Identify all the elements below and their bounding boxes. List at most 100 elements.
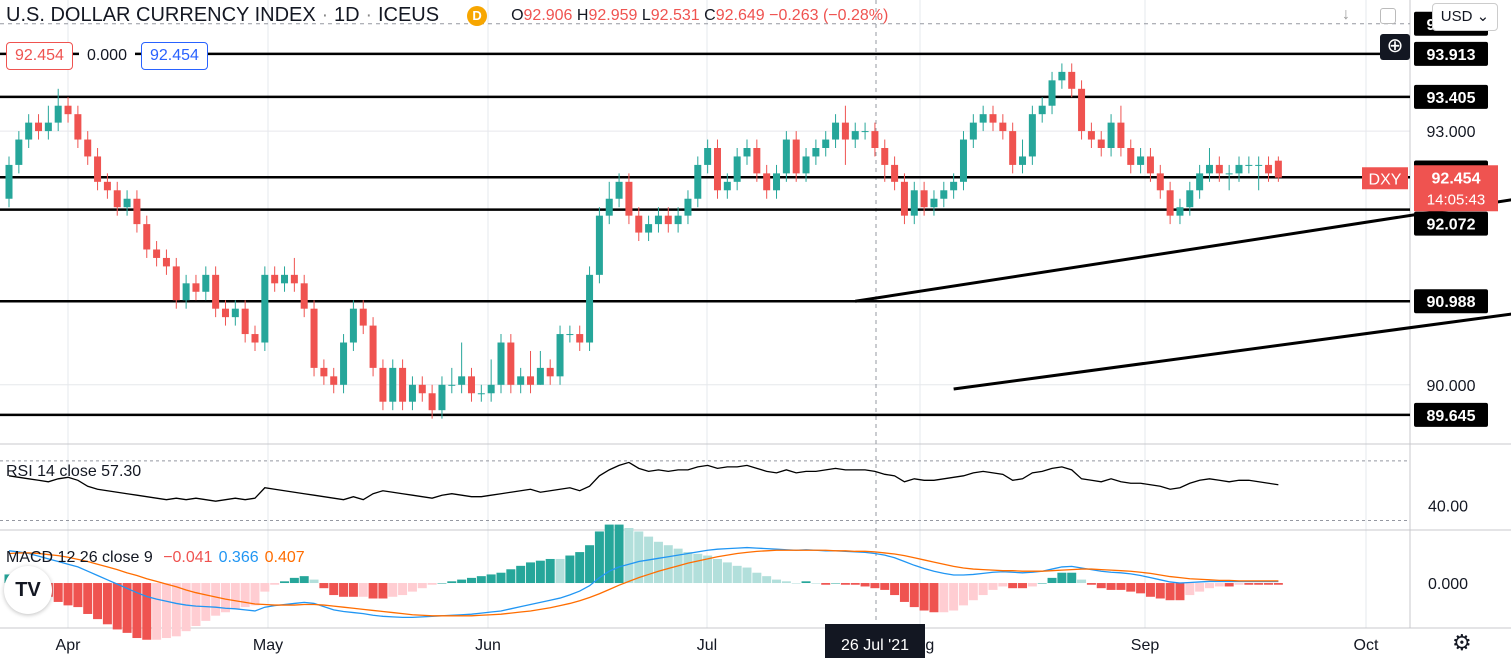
- macd-pane: MACD 12 26 close 9 −0.041 0.366 0.407: [4, 524, 1283, 640]
- macd-histogram-bar: [329, 583, 339, 596]
- macd-histogram-bar: [1096, 583, 1106, 589]
- macd-histogram-bar: [1145, 583, 1155, 597]
- tradingview-logo[interactable]: TV: [4, 566, 52, 614]
- macd-histogram-bar: [772, 579, 782, 584]
- candle-body: [74, 114, 82, 140]
- ticker-label: DXY: [1369, 171, 1402, 188]
- macd-histogram-bar: [624, 528, 634, 584]
- macd-histogram-bar: [309, 579, 319, 584]
- candle-body: [458, 376, 466, 385]
- gear-icon[interactable]: ⚙: [1452, 630, 1472, 655]
- candle-body: [507, 342, 515, 385]
- candle-body: [1087, 131, 1095, 140]
- macd-histogram-bar: [929, 583, 939, 613]
- macd-histogram-bar: [181, 583, 191, 632]
- candle-body: [871, 131, 879, 148]
- macd-histogram-bar: [1185, 583, 1195, 596]
- candles: [5, 63, 1282, 419]
- candle-body: [1245, 164, 1253, 166]
- symbol-name[interactable]: U.S. DOLLAR CURRENCY INDEX: [6, 4, 316, 26]
- macd-histogram-bar: [447, 581, 457, 584]
- fullscreen-icon[interactable]: [1380, 8, 1396, 24]
- candle-body: [290, 274, 298, 284]
- macd-histogram-bar: [939, 583, 949, 613]
- change-value: −0.263 (−0.28%): [769, 6, 889, 24]
- candle-body: [153, 249, 161, 258]
- macd-histogram-bar: [1254, 583, 1264, 585]
- candle-body: [477, 393, 485, 395]
- chart-header: U.S. DOLLAR CURRENCY INDEX · 1D · ICEUS …: [6, 4, 888, 27]
- macd-histogram-bar: [831, 583, 841, 584]
- candle-body: [320, 367, 328, 377]
- candle-body: [654, 215, 662, 225]
- signal-line: [8, 549, 1279, 617]
- header-separator: ·: [365, 4, 372, 26]
- macd-histogram-bar: [634, 531, 644, 584]
- macd-histogram-bar: [1244, 583, 1254, 585]
- candle-body: [271, 274, 279, 284]
- macd-histogram-bar: [398, 583, 408, 596]
- macd-histogram-bar: [211, 583, 221, 616]
- macd-histogram-bar: [152, 583, 162, 640]
- macd-histogram-bar: [988, 583, 998, 590]
- macd-histogram-bar: [1027, 583, 1037, 587]
- macd-histogram-bar: [781, 581, 791, 584]
- macd-histogram-bar: [506, 569, 516, 584]
- candle-body: [231, 308, 239, 318]
- macd-histogram-bar: [427, 583, 437, 585]
- interval[interactable]: 1D: [334, 4, 360, 26]
- arrow-down-icon[interactable]: ↓: [1342, 6, 1350, 23]
- macd-histogram-bar: [358, 583, 368, 597]
- crosshair-date-bg: [825, 624, 925, 658]
- candle-body: [1097, 139, 1105, 148]
- candle-body: [1048, 80, 1056, 106]
- candle-body: [930, 198, 938, 208]
- candle-body: [753, 148, 761, 174]
- macd-histogram-bar: [1273, 583, 1283, 585]
- plus-circle-icon[interactable]: ⊕: [1380, 34, 1410, 60]
- candle-body: [605, 198, 613, 216]
- macd-histogram-bar: [712, 558, 722, 584]
- trade-boxes: 92.454 0.000 92.454: [6, 42, 208, 70]
- candle-body: [576, 334, 584, 343]
- macd-histogram-bar: [1264, 583, 1274, 585]
- exchange: ICEUS: [377, 4, 440, 26]
- candle-body: [5, 164, 13, 199]
- candle-body: [251, 334, 259, 343]
- macd-histogram-bar: [880, 583, 890, 590]
- candle-body: [399, 367, 407, 402]
- macd-histogram-bar: [496, 572, 506, 584]
- candle-body: [1107, 122, 1115, 148]
- macd-histogram-bar: [1195, 583, 1205, 592]
- macd-histogram-bar: [1008, 583, 1018, 589]
- candle-body: [487, 384, 495, 394]
- macd-histogram-bar: [319, 583, 329, 589]
- macd-histogram-bar: [663, 545, 673, 584]
- candle-body: [635, 215, 643, 233]
- candle-body: [123, 198, 131, 208]
- macd-histogram-bar: [968, 583, 978, 601]
- macd-histogram-bar: [299, 576, 309, 584]
- candle-body: [1235, 164, 1243, 174]
- macd-line: [8, 546, 1279, 619]
- level-price-label: 93.913: [1427, 47, 1476, 64]
- macd-histogram-bar: [840, 583, 850, 585]
- macd-histogram-bar: [1126, 583, 1136, 592]
- macd-histogram-bar: [466, 577, 476, 584]
- candle-body: [900, 181, 908, 216]
- currency-select[interactable]: USD ⌄: [1432, 3, 1498, 31]
- candle-body: [615, 181, 623, 199]
- channel-upper-line: [855, 198, 1511, 303]
- candle-body: [1156, 173, 1164, 191]
- sell-button[interactable]: 92.454: [6, 42, 73, 70]
- time-tick-label: Sep: [1131, 637, 1160, 654]
- macd-histogram-bar: [201, 583, 211, 621]
- candle-body: [467, 376, 475, 394]
- buy-button[interactable]: 92.454: [140, 42, 208, 70]
- macd-histogram-bar: [1047, 577, 1057, 584]
- macd-histogram-bar: [899, 583, 909, 602]
- delayed-badge-icon[interactable]: D: [467, 5, 488, 26]
- candle-body: [959, 139, 967, 182]
- candle-body: [448, 384, 456, 386]
